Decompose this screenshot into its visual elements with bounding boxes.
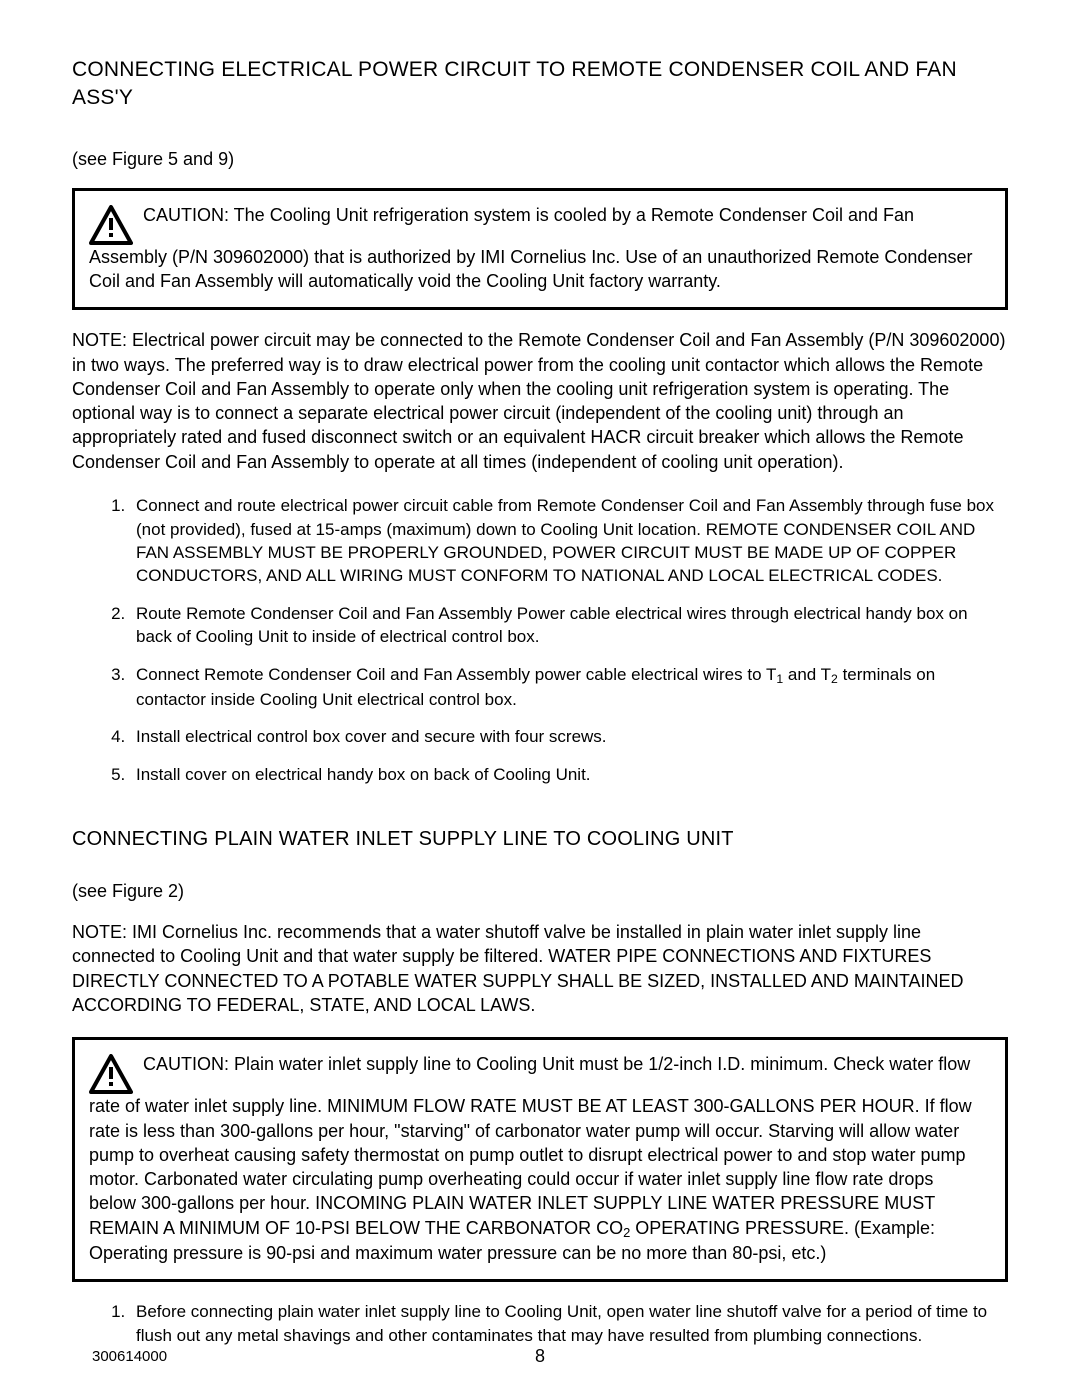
step3-mid: and T [783, 665, 831, 684]
section1-steps: Connect and route electrical power circu… [72, 494, 1008, 786]
list-item: Install electrical control box cover and… [130, 725, 1008, 748]
list-item: Connect and route electrical power circu… [130, 494, 1008, 588]
footer-page-number: 8 [535, 1346, 545, 1367]
list-item: Connect Remote Condenser Coil and Fan As… [130, 663, 1008, 711]
section1-heading: CONNECTING ELECTRICAL POWER CIRCUIT TO R… [72, 56, 1008, 113]
warning-icon [89, 1054, 133, 1094]
caution-box-1: CAUTION: The Cooling Unit refrigeration … [72, 188, 1008, 311]
section2-note: NOTE: IMI Cornelius Inc. recommends that… [72, 920, 1008, 1017]
section2-steps: Before connecting plain water inlet supp… [72, 1300, 1008, 1347]
section1-note: NOTE: Electrical power circuit may be co… [72, 328, 1008, 474]
list-item: Route Remote Condenser Coil and Fan Asse… [130, 602, 1008, 649]
step3-pre: Connect Remote Condenser Coil and Fan As… [136, 665, 776, 684]
caution-box-2: CAUTION: Plain water inlet supply line t… [72, 1037, 1008, 1282]
section2-heading: CONNECTING PLAIN WATER INLET SUPPLY LINE… [72, 828, 1008, 851]
page: CONNECTING ELECTRICAL POWER CIRCUIT TO R… [0, 0, 1080, 1397]
step3-sub2: 2 [831, 672, 838, 686]
caution-text-1: CAUTION: The Cooling Unit refrigeration … [89, 205, 972, 291]
list-item: Install cover on electrical handy box on… [130, 763, 1008, 786]
section1-figure-ref: (see Figure 5 and 9) [72, 149, 1008, 170]
list-item: Before connecting plain water inlet supp… [130, 1300, 1008, 1347]
caution2-pre: CAUTION: Plain water inlet supply line t… [89, 1054, 972, 1237]
warning-icon [89, 205, 133, 245]
footer-doc-number: 300614000 [92, 1348, 167, 1365]
section2-figure-ref: (see Figure 2) [72, 881, 1008, 902]
